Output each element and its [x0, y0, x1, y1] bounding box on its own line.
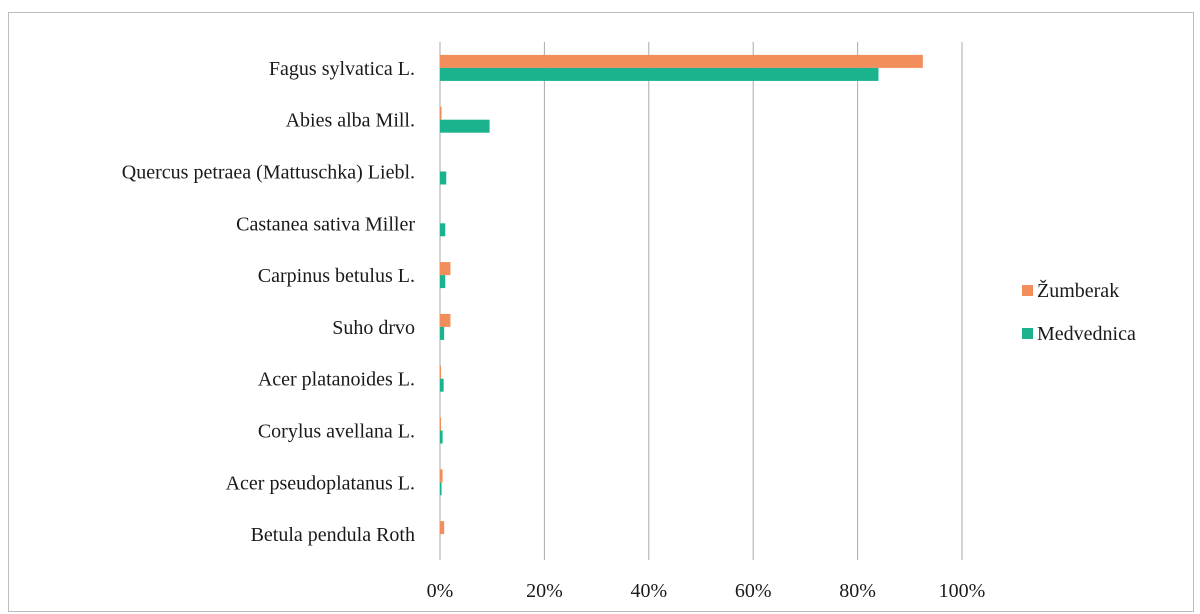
bar-zumberak: [440, 54, 923, 68]
x-tick-label: 80%: [839, 580, 876, 602]
bar-medvednica: [440, 171, 447, 185]
bar-zumberak: [440, 417, 442, 431]
legend-label: Medvednica: [1037, 323, 1136, 345]
x-tick-label: 40%: [630, 580, 667, 602]
legend-label: Žumberak: [1037, 279, 1119, 302]
category-labels: Fagus sylvatica L. Abies alba Mill. Quercu…: [122, 58, 416, 546]
bar-zumberak: [440, 313, 451, 327]
category-label: Carpinus betulus L.: [258, 265, 415, 287]
bar-medvednica: [440, 275, 446, 289]
bars: [440, 54, 923, 535]
legend: Žumberak Medvednica: [1022, 279, 1136, 345]
x-tick-label: 20%: [526, 580, 563, 602]
legend-swatch: [1022, 285, 1033, 296]
x-tick-label: 100%: [939, 580, 986, 602]
bar-zumberak: [440, 365, 442, 379]
x-tick-label: 60%: [735, 580, 772, 602]
category-label: Suho drvo: [332, 317, 415, 339]
category-label: Betula pendula Roth: [251, 524, 415, 546]
bar-medvednica: [440, 482, 442, 496]
category-label: Acer pseudoplatanus L.: [226, 472, 415, 494]
bar-medvednica: [440, 223, 446, 237]
bar-medvednica: [440, 67, 879, 81]
bar-medvednica: [440, 378, 444, 392]
category-label: Quercus petraea (Mattuschka) Liebl.: [122, 162, 415, 184]
bar-medvednica: [440, 119, 490, 133]
x-tick-label: 0%: [427, 580, 454, 602]
category-label: Corylus avellana L.: [258, 421, 415, 443]
category-label: Fagus sylvatica L.: [269, 58, 415, 80]
category-label: Castanea sativa Miller: [236, 213, 415, 235]
bar-zumberak: [440, 262, 451, 276]
legend-swatch: [1022, 328, 1033, 339]
category-label: Abies alba Mill.: [286, 110, 415, 132]
gridlines: [439, 42, 963, 560]
bar-medvednica: [440, 430, 443, 444]
category-label: Acer platanoides L.: [258, 369, 415, 391]
bar-zumberak: [440, 521, 445, 535]
bar-medvednica: [440, 326, 445, 340]
chart-frame: [8, 12, 1194, 612]
bar-zumberak: [440, 469, 443, 483]
x-tick-labels: 0% 20% 40% 60% 80% 100%: [427, 580, 986, 602]
bar-zumberak: [440, 106, 442, 120]
